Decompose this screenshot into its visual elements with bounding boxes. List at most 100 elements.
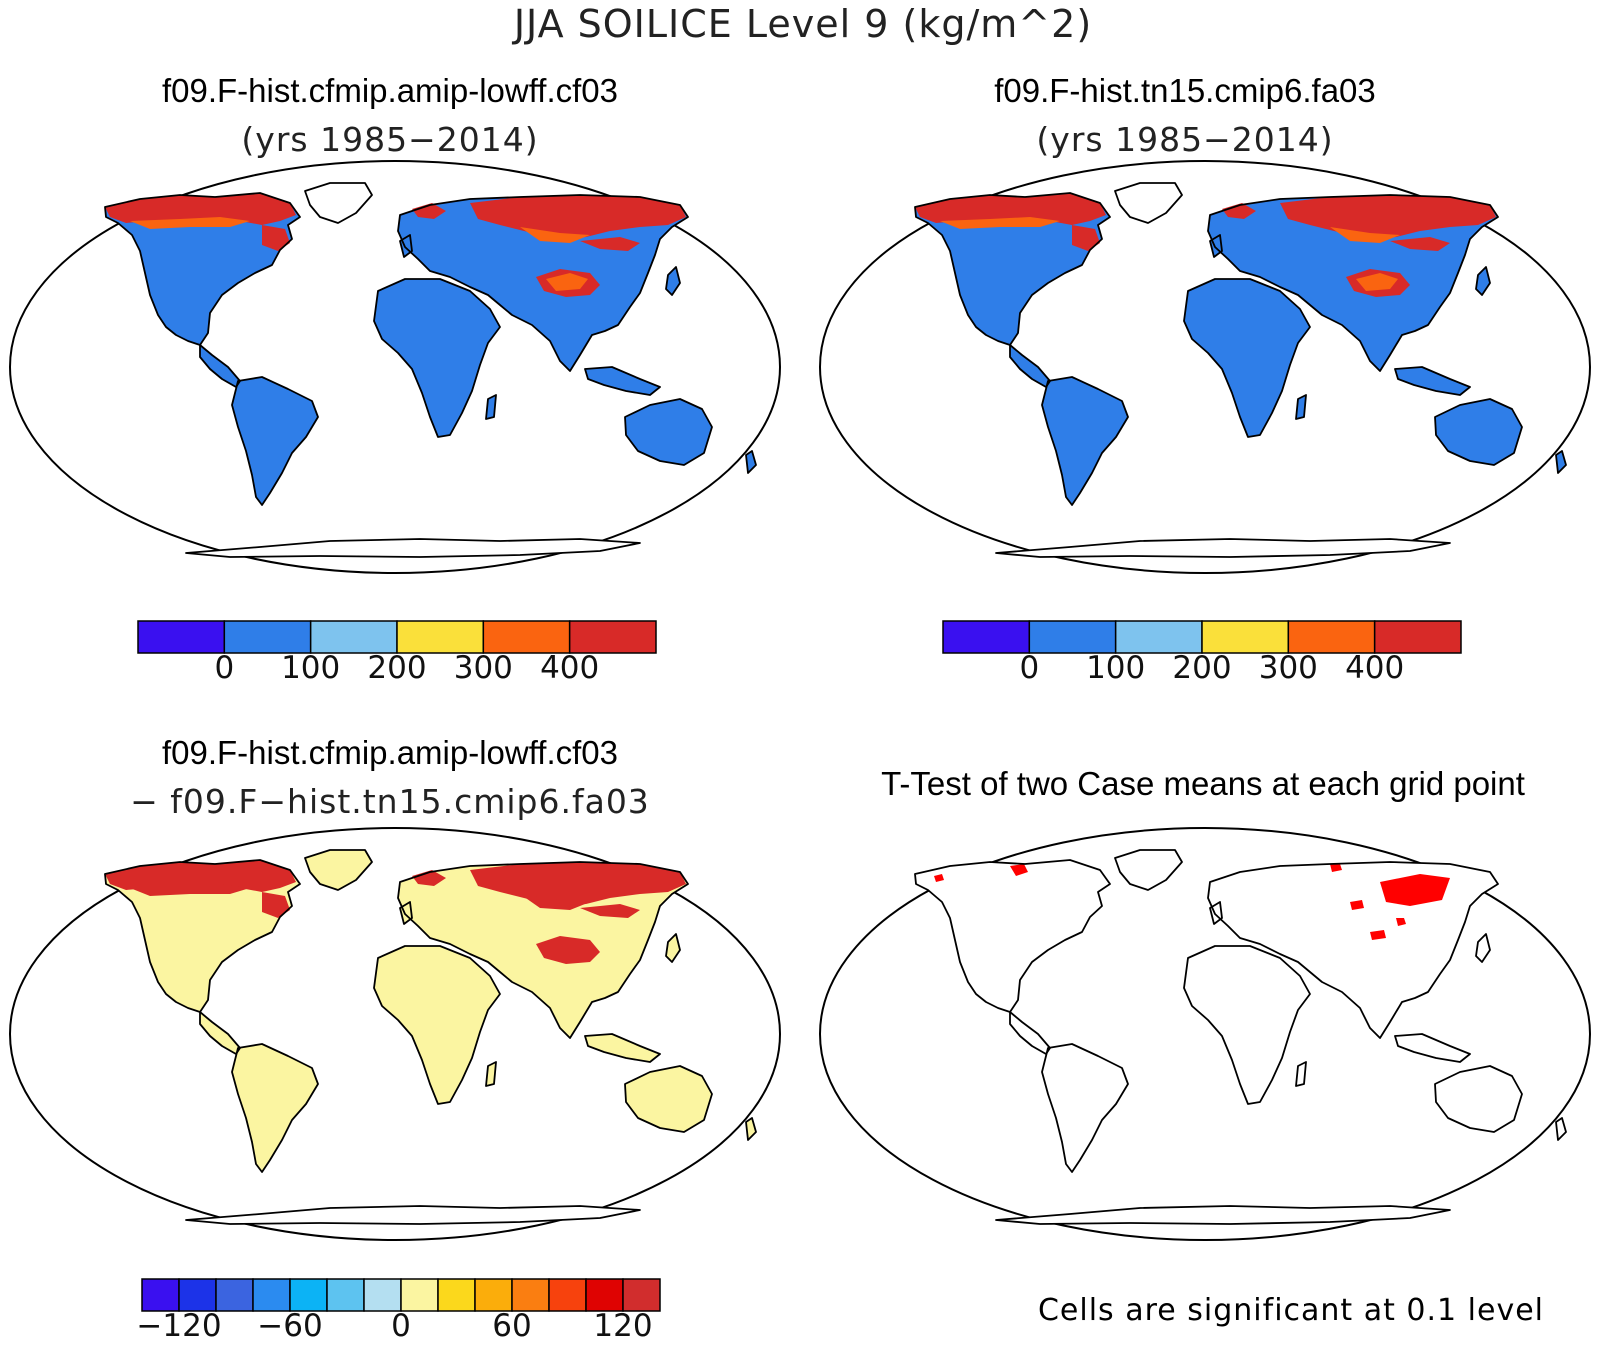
land-indonesia: [1395, 1034, 1470, 1062]
coast-indonesia: [584, 1033, 661, 1063]
land-central: [200, 1012, 240, 1054]
panel-4-title: T-Test of two Case means at each grid po…: [881, 765, 1525, 802]
colorbar-box: [1114, 620, 1203, 654]
coast-uk: [399, 901, 413, 925]
land-namerica: [105, 193, 300, 345]
high-siberiaSouth: [580, 237, 640, 251]
high-siberiaSouth: [1390, 237, 1450, 251]
land-samerica: [232, 1044, 318, 1172]
high-scand: [1222, 203, 1256, 219]
land-eurasia: [1208, 862, 1498, 1038]
mid-arcticNA2: [940, 217, 1060, 229]
significance-note: Cells are significant at 0.1 level: [1037, 1293, 1544, 1328]
colorbar-box: [511, 1278, 550, 1312]
coast-antarctica: [995, 1205, 1451, 1225]
land-namerica: [105, 860, 300, 1012]
colorbar-case2: 0 100 200 300 400: [942, 620, 1462, 686]
land-central: [200, 345, 240, 387]
land-samerica: [232, 377, 318, 505]
coast-australia: [624, 1065, 713, 1133]
panel-3-subtitle: − f09.F−hist.tn15.cmip6.fa03: [130, 782, 650, 821]
colorbar-tick-label: 0: [214, 650, 234, 686]
high-siberiaSouth: [580, 904, 640, 918]
colorbar-tick-label: 0: [391, 1308, 411, 1344]
land-australia: [1435, 1066, 1522, 1132]
colorbar-box: [1373, 620, 1462, 654]
coast-namerica: [104, 859, 301, 1013]
mid-arcticNA2: [130, 884, 250, 896]
coast-namerica: [914, 859, 1111, 1013]
coast-madagascar: [485, 1061, 497, 1087]
coast-samerica: [231, 376, 319, 506]
coast-madagascar: [1295, 394, 1307, 420]
figure-title: JJA SOILICE Level 9 (kg/m^2): [513, 2, 1093, 46]
high-scand: [412, 870, 446, 886]
coast-africa: [373, 278, 501, 438]
colorbar-case1: 0 100 200 300 400: [137, 620, 657, 686]
colorbar-tick-label: 300: [1259, 650, 1318, 686]
coast-indonesia: [584, 366, 661, 396]
coast-greenland: [304, 849, 373, 891]
sig-rus5: [1396, 918, 1406, 926]
coast-eurasia: [1207, 194, 1499, 372]
colorbar-tick-label: 120: [593, 1308, 652, 1344]
coast-eurasia: [1207, 861, 1499, 1039]
high-hudson: [262, 892, 290, 918]
colorbar-tick-label: 100: [281, 650, 340, 686]
coast-antarctica: [185, 538, 641, 558]
coast-greenland: [1114, 182, 1183, 224]
colorbar-tick-label: 0: [1019, 650, 1039, 686]
map-case2: [819, 160, 1591, 574]
map-case1: [9, 160, 781, 574]
colorbar-box: [178, 1278, 217, 1312]
coast-indonesia: [1394, 1033, 1471, 1063]
high-arcticNA: [105, 193, 296, 225]
coast-uk: [1209, 901, 1223, 925]
coast-japan: [665, 933, 681, 963]
coast-antarctica: [995, 538, 1451, 558]
colorbar-difference: −120 −60 0 60 120: [136, 1278, 661, 1344]
colorbar-box: [141, 1278, 180, 1312]
high-arcticNA: [105, 860, 296, 892]
coast-greenland: [1114, 849, 1183, 891]
high-hudson: [262, 225, 290, 251]
coast-australia: [1434, 398, 1523, 466]
colorbar-tick-label: 400: [1345, 650, 1404, 686]
colorbar-box: [137, 620, 226, 654]
mid-tibet2: [1356, 273, 1398, 291]
coast-madagascar: [485, 394, 497, 420]
panel-2-years: (yrs 1985−2014): [1036, 120, 1334, 159]
colorbar-box: [568, 620, 657, 654]
coast-samerica: [231, 1043, 319, 1173]
land-australia: [625, 399, 712, 465]
colorbar-box: [363, 1278, 402, 1312]
colorbar-box: [482, 620, 571, 654]
coast-namerica: [914, 192, 1111, 346]
high-arcticNA: [915, 193, 1106, 225]
sig-rus4: [1370, 930, 1386, 940]
panel-2-title: f09.F-hist.tn15.cmip6.fa03: [994, 72, 1376, 109]
colorbar-box: [1287, 620, 1376, 654]
coast-africa: [373, 945, 501, 1105]
coast-samerica: [1041, 376, 1129, 506]
land-central: [1010, 1012, 1050, 1054]
colorbar-box: [326, 1278, 365, 1312]
coast-africa: [1183, 945, 1311, 1105]
colorbar-box: [474, 1278, 513, 1312]
land-samerica: [1042, 1044, 1128, 1172]
coast-australia: [1434, 1065, 1523, 1133]
coast-eurasia: [397, 861, 689, 1039]
coast-antarctica: [185, 1205, 641, 1225]
sig-rus3: [1350, 900, 1364, 910]
panel-1-years: (yrs 1985−2014): [241, 120, 539, 159]
land-australia: [1435, 399, 1522, 465]
colorbar-box: [252, 1278, 291, 1312]
high-hudson: [1072, 225, 1100, 251]
colorbar-box: [1028, 620, 1117, 654]
colorbar-tick-label: −120: [136, 1308, 221, 1344]
coast-japan: [1475, 933, 1491, 963]
coast-uk: [399, 234, 413, 258]
coast-nz: [1555, 1117, 1567, 1141]
coast-nz: [745, 450, 757, 474]
mid-sib2: [1330, 227, 1400, 243]
